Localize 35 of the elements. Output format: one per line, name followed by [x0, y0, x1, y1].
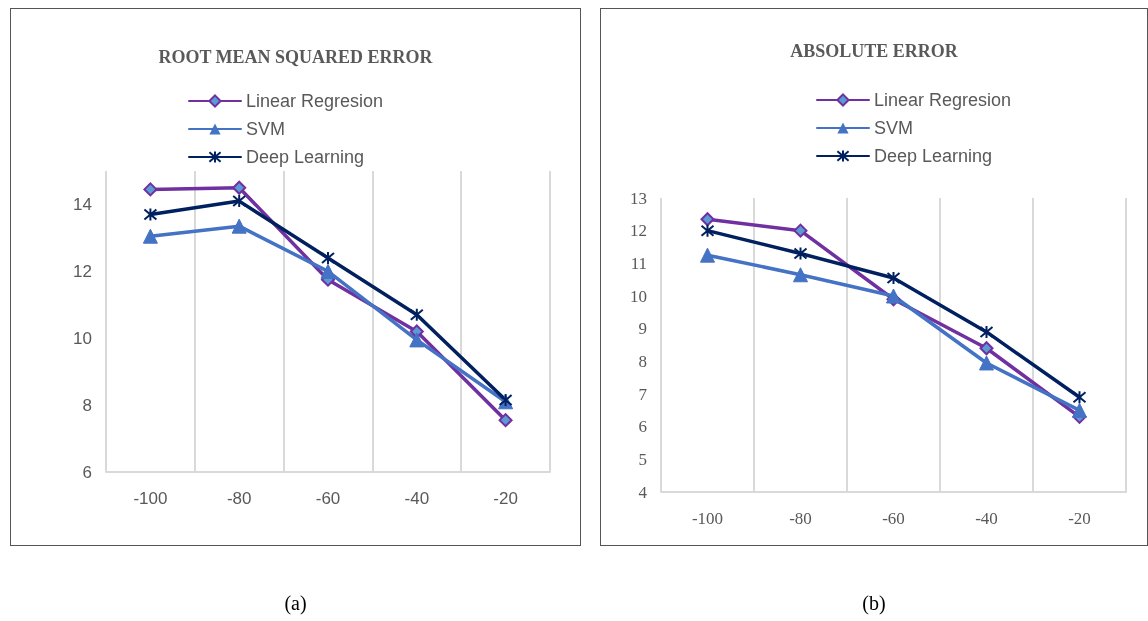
x-tick-label: -60	[315, 489, 341, 508]
x-tick-label: -80	[226, 489, 252, 508]
text: (b)	[861, 592, 887, 615]
y-tick-label: 5	[638, 449, 647, 469]
legend-label: SVM	[246, 119, 286, 139]
legend-label: Linear Regresion	[246, 91, 384, 111]
y-tick-label: 12	[630, 221, 647, 241]
y-tick-label: 14	[73, 194, 92, 214]
legend-label: Deep Learning	[246, 147, 365, 167]
x-tick-label: -20	[1068, 509, 1091, 528]
x-tick-label: -80	[789, 509, 812, 528]
y-tick-label: 13	[630, 188, 647, 208]
x-tick-label: -40	[404, 489, 430, 508]
y-tick-label: 10	[630, 286, 647, 306]
legend-label: Linear Regresion	[874, 90, 1012, 110]
y-tick-label: 11	[630, 253, 647, 273]
y-tick-label: 7	[638, 384, 648, 404]
legend-label: Deep Learning	[874, 146, 993, 166]
x-tick-label: -60	[882, 509, 905, 528]
y-tick-label: 12	[73, 261, 92, 281]
y-tick-label: 6	[638, 417, 647, 437]
chart-title: ABSOLUTE ERROR	[790, 41, 959, 61]
x-tick-label: -100	[691, 509, 724, 528]
y-tick-label: 10	[73, 328, 92, 348]
y-tick-label: 8	[82, 395, 92, 415]
y-tick-label: 6	[82, 462, 92, 482]
legend-label: SVM	[874, 118, 914, 138]
y-tick-label: 9	[638, 319, 647, 339]
y-tick-label: 4	[638, 482, 648, 502]
x-tick-label: -100	[133, 489, 168, 508]
x-tick-label: -20	[493, 489, 518, 508]
chart-title: ROOT MEAN SQUARED ERROR	[158, 47, 434, 67]
text: (a)	[283, 592, 308, 615]
y-tick-label: 8	[638, 351, 647, 371]
x-tick-label: -40	[975, 509, 998, 528]
